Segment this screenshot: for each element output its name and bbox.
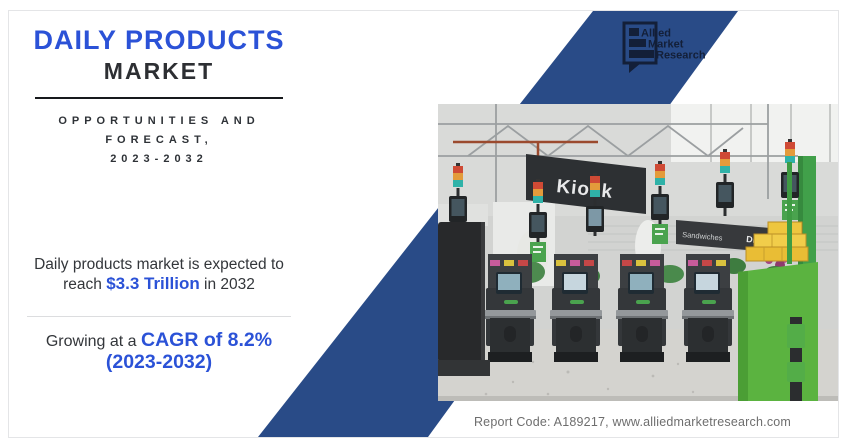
ceiling-trusses bbox=[438, 104, 798, 204]
subtitle-line: OPPORTUNITIES AND bbox=[58, 115, 260, 127]
reach-value: $3.3 Trillion bbox=[106, 274, 200, 293]
logo-text-line: Research bbox=[656, 50, 706, 62]
logo-bubble-tail bbox=[629, 63, 641, 73]
skylight bbox=[671, 104, 838, 162]
logo-text-line: Allied bbox=[641, 28, 671, 40]
left-text-column: DAILY PRODUCTS MARKET OPPORTUNITIES AND … bbox=[9, 11, 309, 437]
red-pipe bbox=[453, 140, 598, 156]
cagr-statement: Growing at a CAGR of 8.2% (2023-2032) bbox=[19, 330, 299, 374]
subtitle-line: FORECAST, bbox=[105, 134, 213, 146]
subtitle-line: 2023-2032 bbox=[110, 153, 208, 165]
kiosk-sign bbox=[526, 154, 646, 214]
report-code-line: Report Code: A189217, www.alliedmarketre… bbox=[473, 415, 792, 429]
cagr-value: CAGR of 8.2% (2023-2032) bbox=[105, 329, 273, 373]
allied-market-research-logo: Allied Market Research bbox=[622, 21, 706, 73]
reach-suffix: in 2032 bbox=[199, 276, 255, 293]
self-checkout-machines bbox=[484, 254, 798, 362]
monitor-back bbox=[438, 222, 490, 376]
banner-card: DAILY PRODUCTS MARKET OPPORTUNITIES AND … bbox=[8, 10, 839, 438]
title-underline bbox=[35, 97, 283, 99]
logo-bars-icon bbox=[629, 28, 654, 58]
green-display-stand bbox=[738, 162, 818, 401]
subtitle-forecast: OPPORTUNITIES AND FORECAST, 2023-2032 bbox=[9, 112, 309, 169]
market-reach-statement: Daily products market is expected to rea… bbox=[28, 255, 290, 294]
page-title-secondary: MARKET bbox=[103, 58, 215, 84]
growth-prefix: Growing at a bbox=[45, 333, 142, 350]
section-divider bbox=[27, 316, 291, 317]
page-title: DAILY PRODUCTS bbox=[33, 25, 285, 55]
store-photo: Kiosk Sandwiches Drinks bbox=[438, 104, 838, 401]
sandwiches-sign-label: Sandwiches bbox=[682, 230, 723, 243]
reach-prefix: Daily products market is expected to rea… bbox=[34, 256, 284, 293]
logo-text-line: Market bbox=[648, 39, 684, 51]
store-photo-illustration: Kiosk Sandwiches Drinks bbox=[438, 104, 838, 401]
